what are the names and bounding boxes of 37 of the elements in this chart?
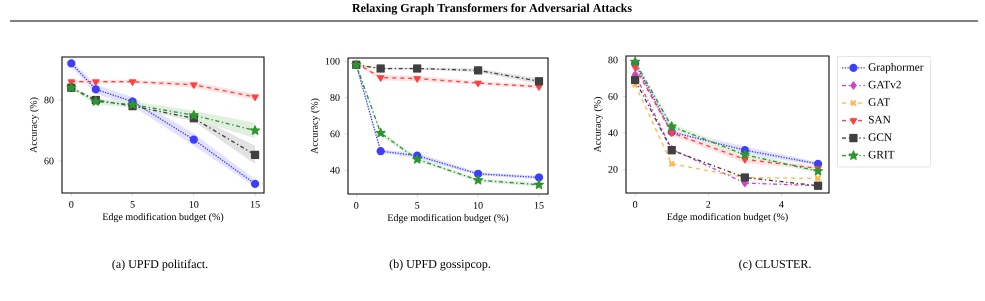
x-tick-label: 2 bbox=[706, 201, 710, 208]
legend-label: GRIT bbox=[868, 150, 894, 158]
y-tick-label: 40 bbox=[608, 130, 618, 136]
text: (c) CLUSTER. bbox=[739, 260, 811, 270]
x-tick-label: 10 bbox=[474, 202, 483, 209]
x-tick-label: 5 bbox=[130, 201, 135, 208]
x-tick-label: 0 bbox=[69, 201, 74, 208]
y-tick-label: 60 bbox=[330, 130, 340, 138]
y-axis-title: Accuracy (%) bbox=[310, 98, 320, 154]
x-tick-label: 10 bbox=[190, 201, 198, 208]
y-tick-label: 100 bbox=[326, 58, 340, 65]
y-tick-label: 60 bbox=[608, 93, 618, 100]
legend-label: GAT bbox=[868, 98, 890, 106]
x-tick-label: 15 bbox=[534, 202, 544, 209]
legend-label: GCN bbox=[868, 133, 892, 141]
x-axis-title: Edge modification budget (%) bbox=[102, 212, 224, 222]
y-tick-label: 80 bbox=[44, 96, 54, 104]
y-tick-label: 20 bbox=[608, 166, 618, 173]
y-tick-label: 60 bbox=[44, 158, 54, 164]
x-tick-label: 0 bbox=[633, 201, 638, 208]
x-axis-title: Edge modification budget (%) bbox=[667, 212, 788, 222]
x-tick-label: 5 bbox=[415, 202, 420, 209]
legend-label: SAN bbox=[868, 116, 891, 124]
y-axis-title: Accuracy (%) bbox=[594, 97, 603, 152]
legend-label: Graphormer bbox=[868, 62, 924, 74]
x-axis-title: Edge modification budget (%) bbox=[388, 214, 508, 224]
y-tick-label: 40 bbox=[330, 166, 340, 174]
text: (a) UPFD politifact. bbox=[112, 260, 208, 270]
y-tick-label: 80 bbox=[330, 94, 340, 101]
y-tick-label: 80 bbox=[608, 56, 618, 64]
chart-title: Relaxing Graph Transformers for Adversarial Attacks bbox=[352, 3, 632, 15]
x-tick-label: 0 bbox=[354, 202, 358, 209]
x-tick-label: 4 bbox=[779, 201, 784, 208]
y-axis-title: Accuracy (%) bbox=[30, 98, 39, 153]
x-tick-label: 15 bbox=[250, 201, 260, 208]
text: (b) UPFD gossipcop. bbox=[390, 260, 490, 270]
legend-label: GATv2 bbox=[868, 80, 901, 88]
